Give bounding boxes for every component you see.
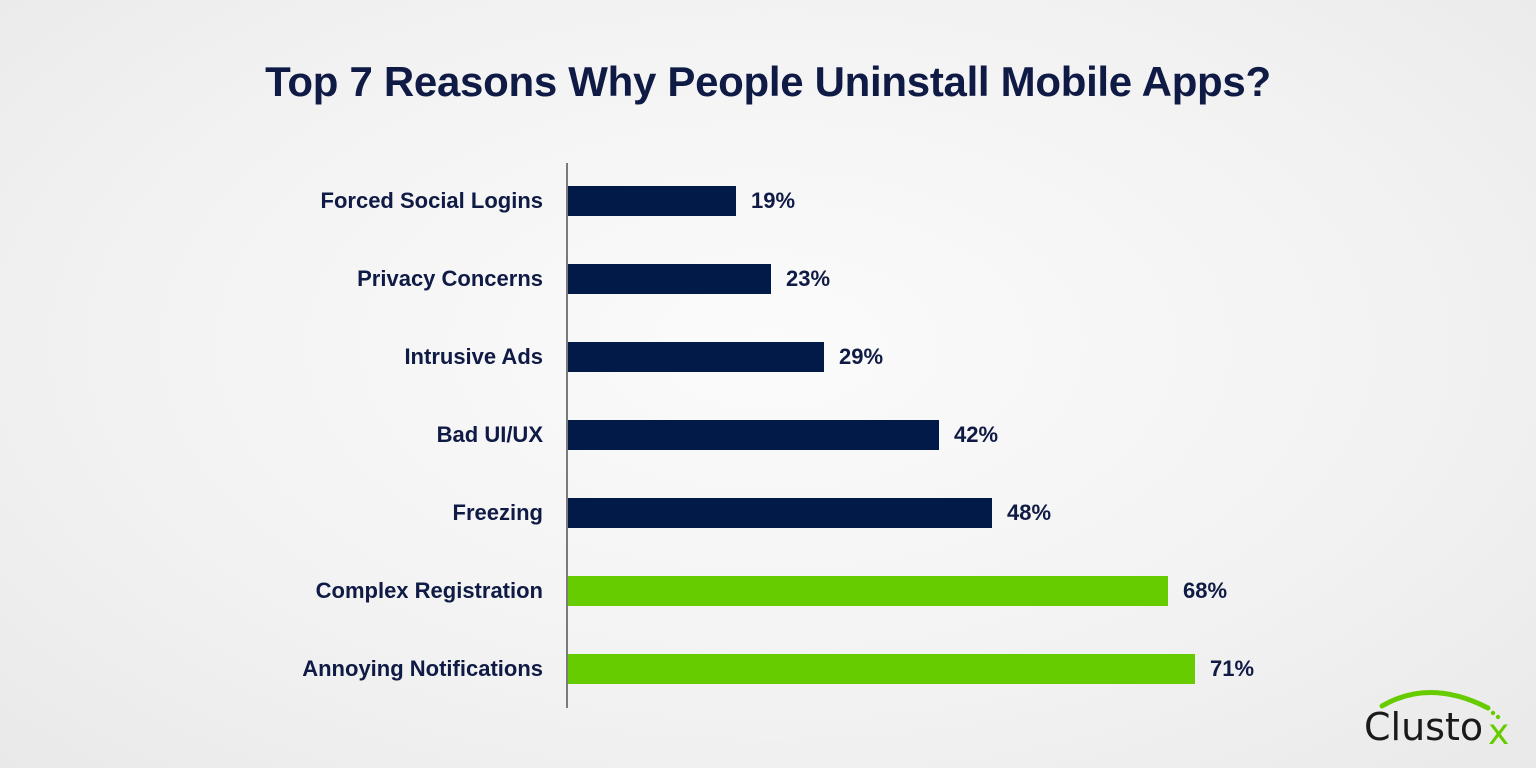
value-label: 68% bbox=[1183, 578, 1228, 603]
value-label: 19% bbox=[751, 188, 796, 213]
bar bbox=[568, 342, 824, 372]
category-label: Privacy Concerns bbox=[357, 266, 543, 291]
clustox-logo: Clusto x bbox=[1364, 690, 1509, 753]
bar-row: Freezing 48% bbox=[0, 498, 1536, 528]
bar bbox=[568, 420, 939, 450]
bar bbox=[568, 576, 1168, 606]
bar-row: Forced Social Logins 19% bbox=[0, 186, 1536, 216]
value-label: 71% bbox=[1210, 656, 1255, 681]
logo-text: Clusto bbox=[1364, 705, 1483, 749]
bar-row: Annoying Notifications 71% bbox=[0, 654, 1536, 684]
bar bbox=[568, 654, 1195, 684]
chart-title: Top 7 Reasons Why People Uninstall Mobil… bbox=[265, 58, 1271, 105]
bar-row: Privacy Concerns 23% bbox=[0, 264, 1536, 294]
category-label: Complex Registration bbox=[315, 578, 543, 603]
value-label: 48% bbox=[1007, 500, 1052, 525]
logo-suffix: x bbox=[1488, 712, 1509, 753]
bar bbox=[568, 264, 771, 294]
bar bbox=[568, 186, 736, 216]
category-label: Bad UI/UX bbox=[436, 422, 543, 447]
category-label: Annoying Notifications bbox=[302, 656, 543, 681]
bar-row: Complex Registration 68% bbox=[0, 576, 1536, 606]
y-axis-line bbox=[566, 163, 568, 708]
bar bbox=[568, 498, 992, 528]
value-label: 23% bbox=[786, 266, 831, 291]
bar-row: Intrusive Ads 29% bbox=[0, 342, 1536, 372]
category-label: Intrusive Ads bbox=[404, 344, 543, 369]
category-label: Forced Social Logins bbox=[320, 188, 543, 213]
category-label: Freezing bbox=[452, 500, 543, 525]
value-label: 42% bbox=[954, 422, 999, 447]
value-label: 29% bbox=[839, 344, 884, 369]
bar-row: Bad UI/UX 42% bbox=[0, 420, 1536, 450]
